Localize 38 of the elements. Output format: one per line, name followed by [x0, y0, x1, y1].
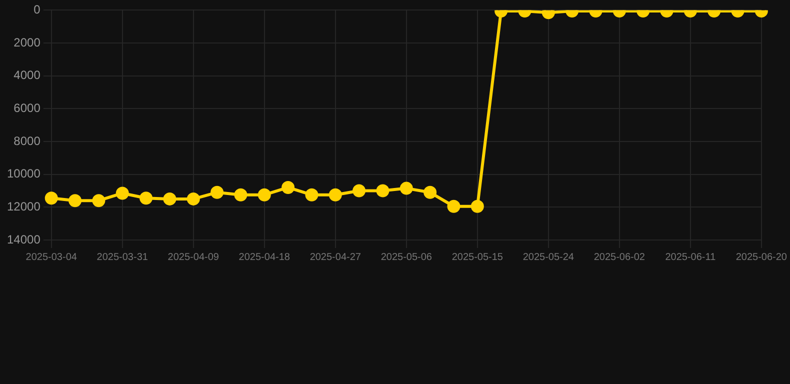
point — [163, 192, 176, 206]
point — [424, 186, 437, 199]
point — [116, 186, 129, 200]
x-tick-label: 2025-06-20 — [736, 252, 788, 263]
x-tick-label: 2025-04-27 — [310, 252, 362, 263]
x-tick-label: 2025-06-11 — [665, 252, 716, 263]
point — [68, 194, 82, 208]
x-tick-label: 2025-05-15 — [452, 252, 504, 263]
y-tick-label: 6000 — [14, 101, 41, 115]
x-tick-label: 2025-04-09 — [168, 252, 220, 263]
point — [282, 180, 295, 194]
x-tick-label: 2025-03-04 — [26, 252, 78, 263]
y-tick-label: 14000 — [6, 232, 41, 246]
point — [470, 200, 484, 213]
point — [92, 194, 106, 208]
point — [400, 182, 413, 195]
point — [447, 200, 460, 213]
point — [234, 188, 248, 202]
x-tick-label: 2025-05-24 — [522, 252, 574, 263]
x-tick-label: 2025-06-02 — [594, 252, 646, 263]
point — [352, 184, 366, 198]
point — [44, 192, 58, 205]
point — [376, 184, 390, 198]
y-tick-label: 2000 — [14, 35, 41, 50]
y-tick-label: 12000 — [6, 199, 41, 214]
x-tick-label: 2025-04-18 — [238, 252, 290, 263]
point — [305, 188, 318, 202]
y-tick-label: 4000 — [14, 68, 41, 82]
y-tick-label: 8000 — [14, 134, 41, 148]
point — [210, 186, 224, 199]
point — [140, 192, 153, 205]
point — [328, 188, 342, 202]
y-tick-label: 10000 — [6, 166, 41, 181]
x-tick-label: 2025-05-06 — [380, 252, 432, 263]
y-tick-label: 0 — [34, 2, 41, 17]
point — [258, 188, 271, 202]
x-tick-label: 2025-03-31 — [96, 252, 148, 263]
point — [186, 192, 200, 206]
